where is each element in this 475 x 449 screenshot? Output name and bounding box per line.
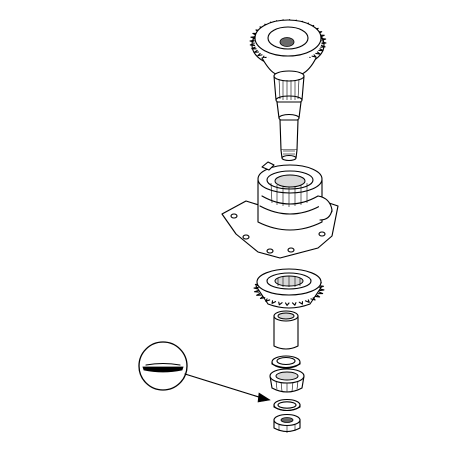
gear-tooth — [291, 302, 297, 306]
sleeve-spacer-icon — [273, 310, 299, 350]
gear-tooth — [321, 41, 327, 45]
gear-tooth — [315, 51, 321, 55]
shim-section-detail-icon — [138, 341, 188, 391]
gear-tooth — [257, 52, 263, 57]
gear-tooth — [250, 36, 256, 40]
gear-tooth — [314, 294, 321, 298]
gear-tooth — [253, 49, 260, 53]
gear-tooth — [249, 43, 256, 47]
gear-tooth — [253, 290, 260, 293]
gear-tooth — [317, 291, 324, 295]
gear-tooth — [319, 288, 325, 292]
gear-tooth — [320, 44, 326, 48]
gear-tooth — [278, 301, 283, 306]
gear-tooth — [320, 37, 327, 41]
housing-flange-icon — [221, 161, 339, 259]
thrust-shim-icon — [271, 355, 301, 369]
gear-tooth — [318, 48, 324, 52]
circlip-icon — [273, 398, 301, 412]
gear-tooth — [298, 301, 304, 305]
gear-tooth — [284, 302, 290, 306]
gear-tooth — [311, 54, 317, 58]
lock-nut-icon — [273, 413, 301, 433]
gear-tooth — [318, 285, 325, 288]
callout-leader-arrow — [184, 373, 271, 403]
gear-tooth — [253, 286, 259, 290]
gear-tooth — [310, 297, 316, 301]
gear-tooth — [265, 298, 271, 302]
bevel-ring-gear-icon — [253, 268, 325, 309]
gear-tooth — [249, 39, 255, 43]
gear-tooth — [251, 46, 257, 50]
drive-gear-shaft-icon — [249, 19, 327, 162]
tapered-roller-bearing-icon — [269, 368, 305, 393]
gear-tooth — [271, 300, 277, 304]
gear-tooth — [259, 295, 266, 300]
gear-tooth — [256, 293, 262, 296]
gear-tooth — [319, 34, 325, 38]
gear-tooth — [304, 299, 310, 303]
